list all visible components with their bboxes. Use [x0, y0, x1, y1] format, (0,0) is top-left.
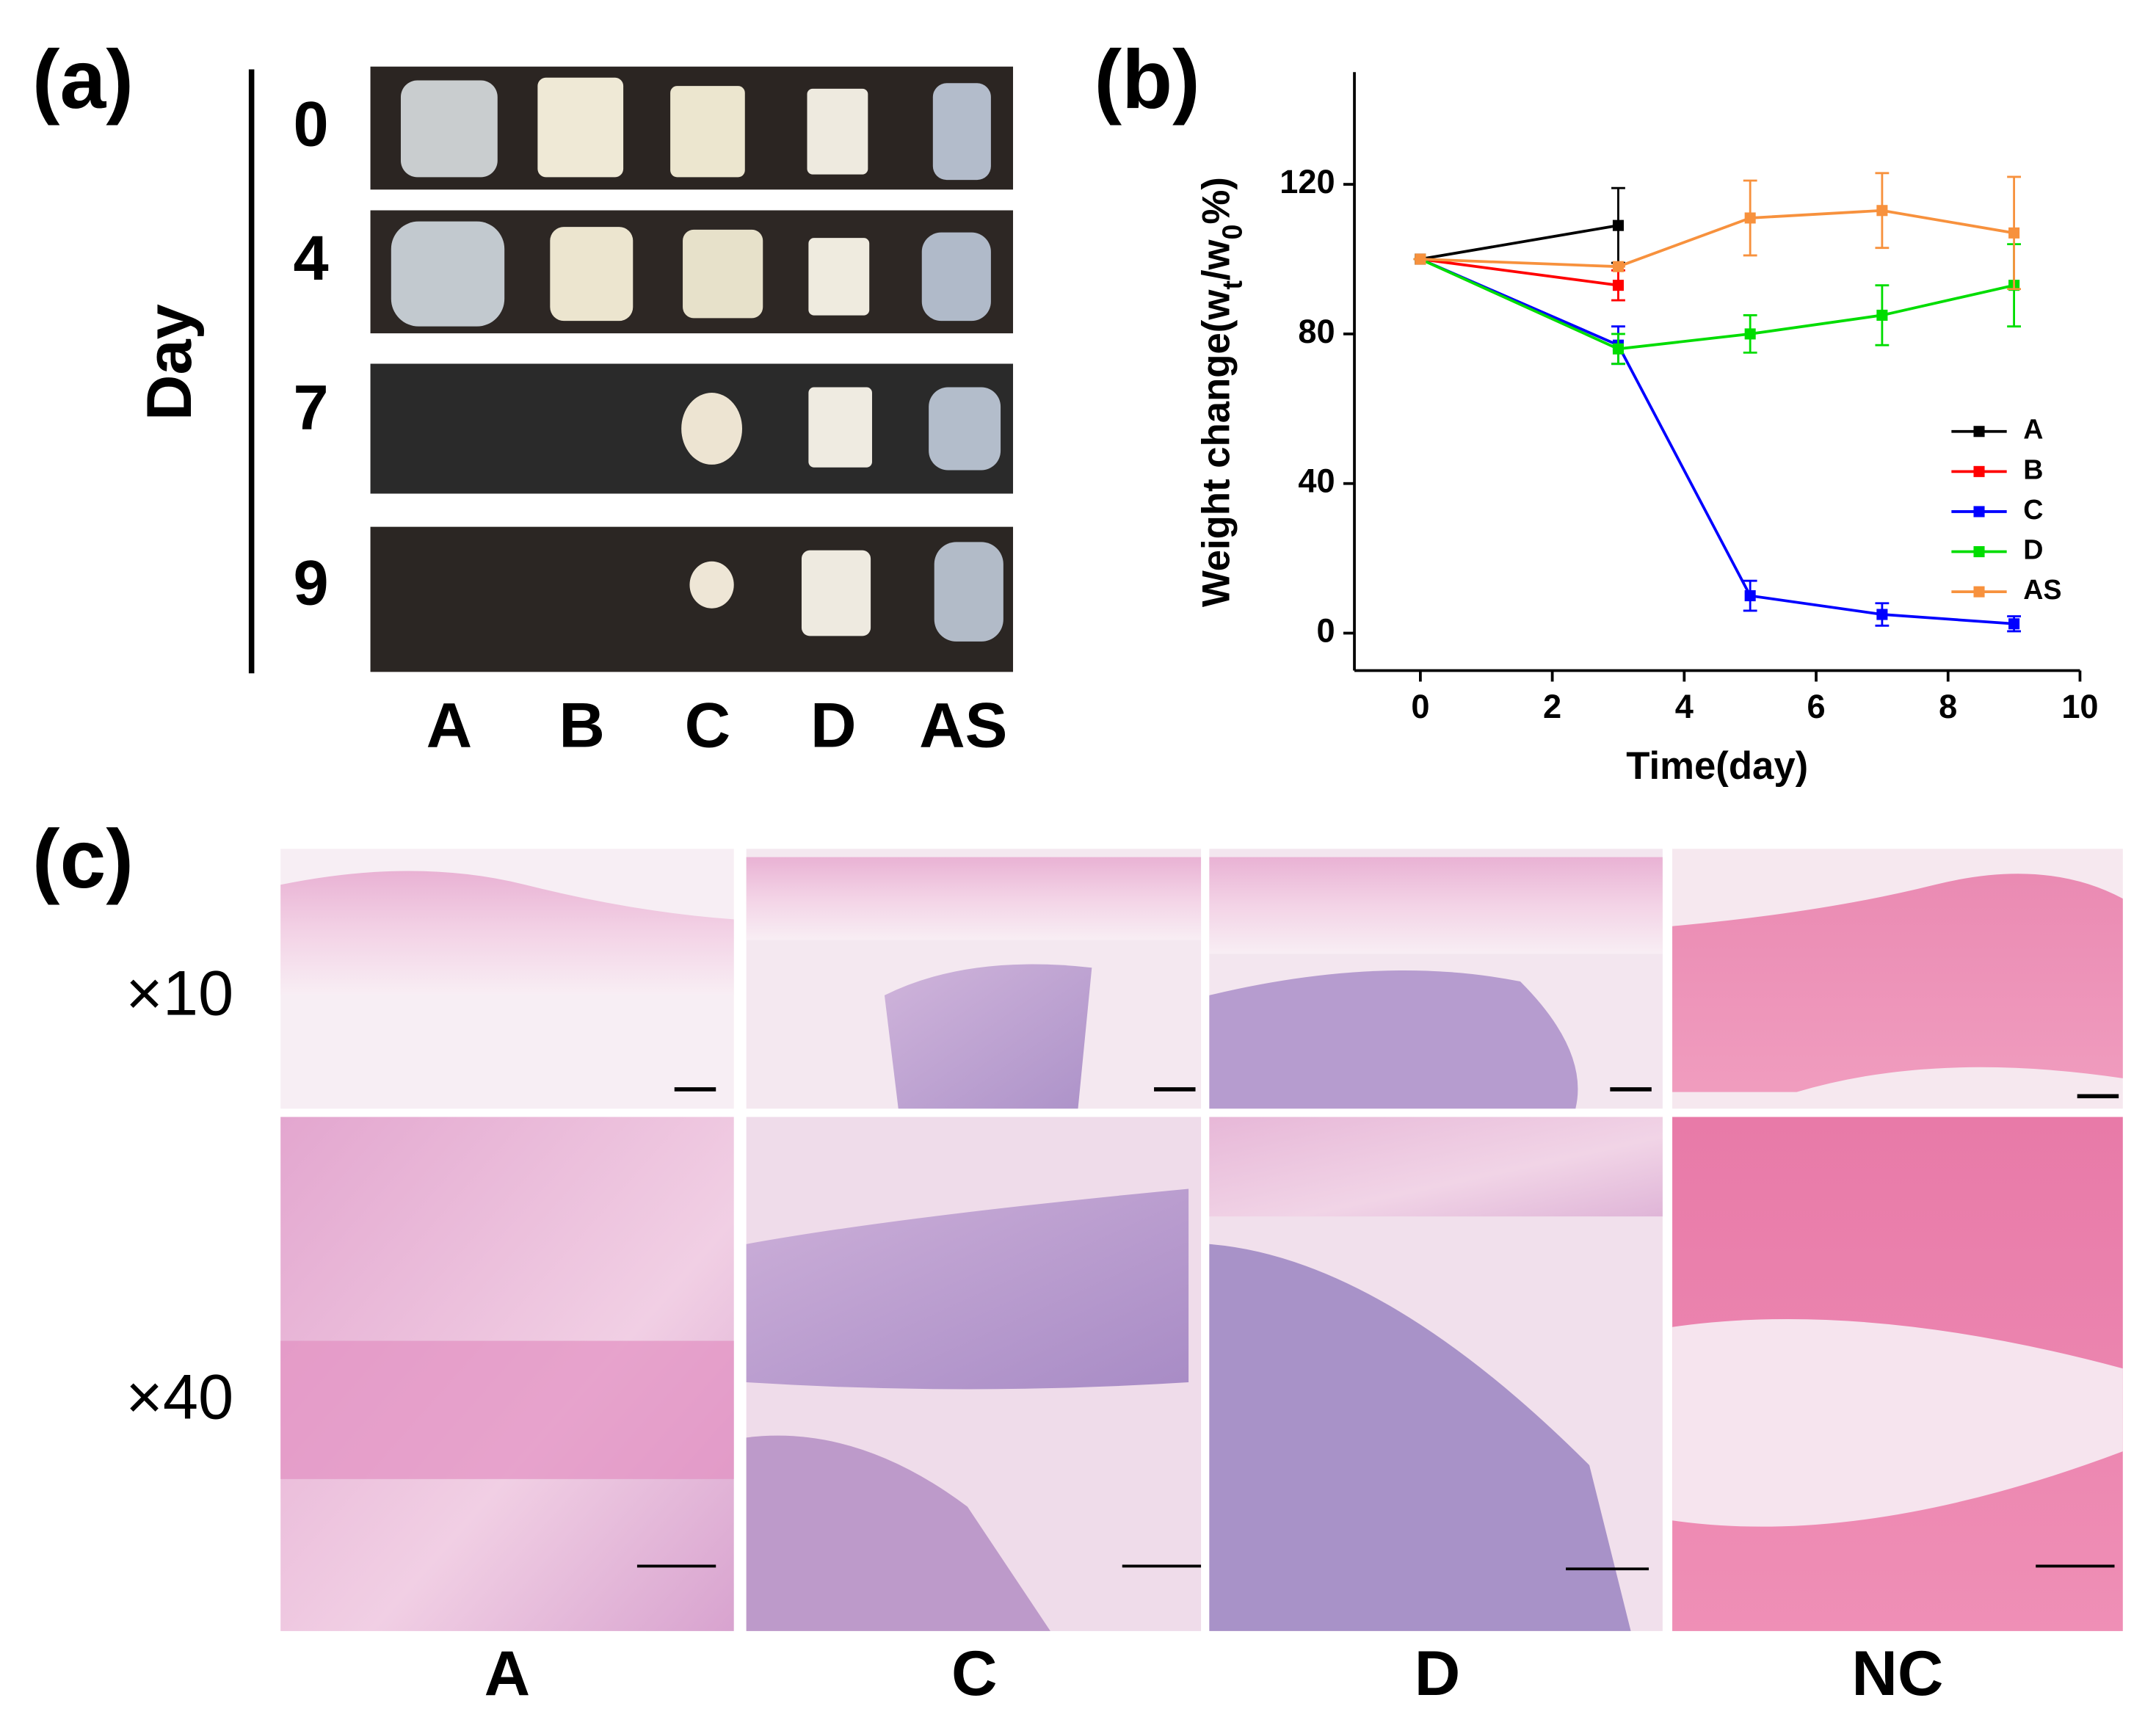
day-label: 0	[294, 89, 329, 159]
y-axis-label-part: /w	[1194, 239, 1238, 280]
series-line	[1420, 224, 1619, 261]
legend-label: C	[2023, 494, 2043, 525]
group-label: NC	[1851, 1638, 1943, 1709]
group-label: D	[1415, 1638, 1461, 1709]
axis-title: Day	[134, 304, 205, 421]
legend-label: D	[2023, 534, 2043, 565]
y-tick-label: 0	[1317, 611, 1335, 649]
y-tick-label: 80	[1298, 313, 1335, 350]
photo-panel	[370, 66, 1014, 672]
data-point	[1415, 253, 1426, 265]
histology-panel	[280, 849, 2123, 1631]
group-label: A	[427, 690, 473, 761]
y-tick-label: 120	[1280, 163, 1335, 200]
data-point	[2008, 618, 2020, 630]
legend-label: B	[2023, 454, 2043, 484]
data-point	[1744, 590, 1756, 602]
data-point	[1744, 328, 1756, 340]
y-axis-label-part: Weight change(w	[1194, 289, 1238, 607]
y-axis-label: Weight change(wt/w0%)	[1194, 177, 1247, 607]
series-line	[1420, 258, 2014, 625]
legend-marker	[1973, 586, 1985, 598]
data-point	[1876, 309, 1888, 321]
data-point	[1612, 219, 1624, 231]
data-point	[1612, 280, 1624, 291]
magnification-label: ×40	[126, 1362, 233, 1432]
day-label: 9	[294, 548, 329, 618]
x-tick-label: 0	[1411, 688, 1429, 725]
x-tick-label: 4	[1675, 688, 1694, 725]
y-axis-label-part: t	[1216, 280, 1247, 290]
data-point	[1744, 212, 1756, 224]
day-label: 4	[294, 223, 329, 294]
group-label: D	[810, 690, 857, 761]
series-line	[1420, 258, 2015, 351]
y-axis-label-part: 0	[1216, 225, 1247, 240]
legend-marker	[1973, 506, 1985, 518]
y-tick-label: 40	[1298, 462, 1335, 500]
group-label: A	[484, 1638, 531, 1709]
x-tick-label: 6	[1807, 688, 1825, 725]
legend-marker	[1973, 426, 1985, 438]
data-point	[1876, 205, 1888, 217]
data-point	[2008, 227, 2020, 239]
x-tick-label: 10	[2061, 688, 2098, 725]
x-tick-label: 2	[1543, 688, 1561, 725]
legend-label: AS	[2023, 574, 2061, 605]
panel-label: (c)	[32, 813, 134, 905]
legend-label: A	[2023, 414, 2043, 445]
x-axis-label: Time(day)	[1626, 744, 1808, 788]
series-line	[1420, 258, 1619, 287]
legend-marker	[1973, 546, 1985, 558]
panel-label: (b)	[1095, 33, 1200, 126]
y-axis-label-part: %)	[1194, 177, 1238, 224]
group-label: C	[685, 690, 731, 761]
group-label: AS	[919, 690, 1007, 761]
day-label: 7	[294, 372, 329, 443]
series-line	[1420, 208, 2014, 269]
data-point	[1612, 261, 1624, 272]
group-label: B	[559, 690, 605, 761]
data-point	[1612, 343, 1624, 355]
panel-label: (a)	[32, 33, 134, 126]
group-label: C	[951, 1638, 998, 1709]
data-point	[1876, 609, 1888, 620]
legend-marker	[1973, 465, 1985, 477]
x-tick-label: 8	[1939, 688, 1957, 725]
magnification-label: ×10	[126, 959, 233, 1029]
